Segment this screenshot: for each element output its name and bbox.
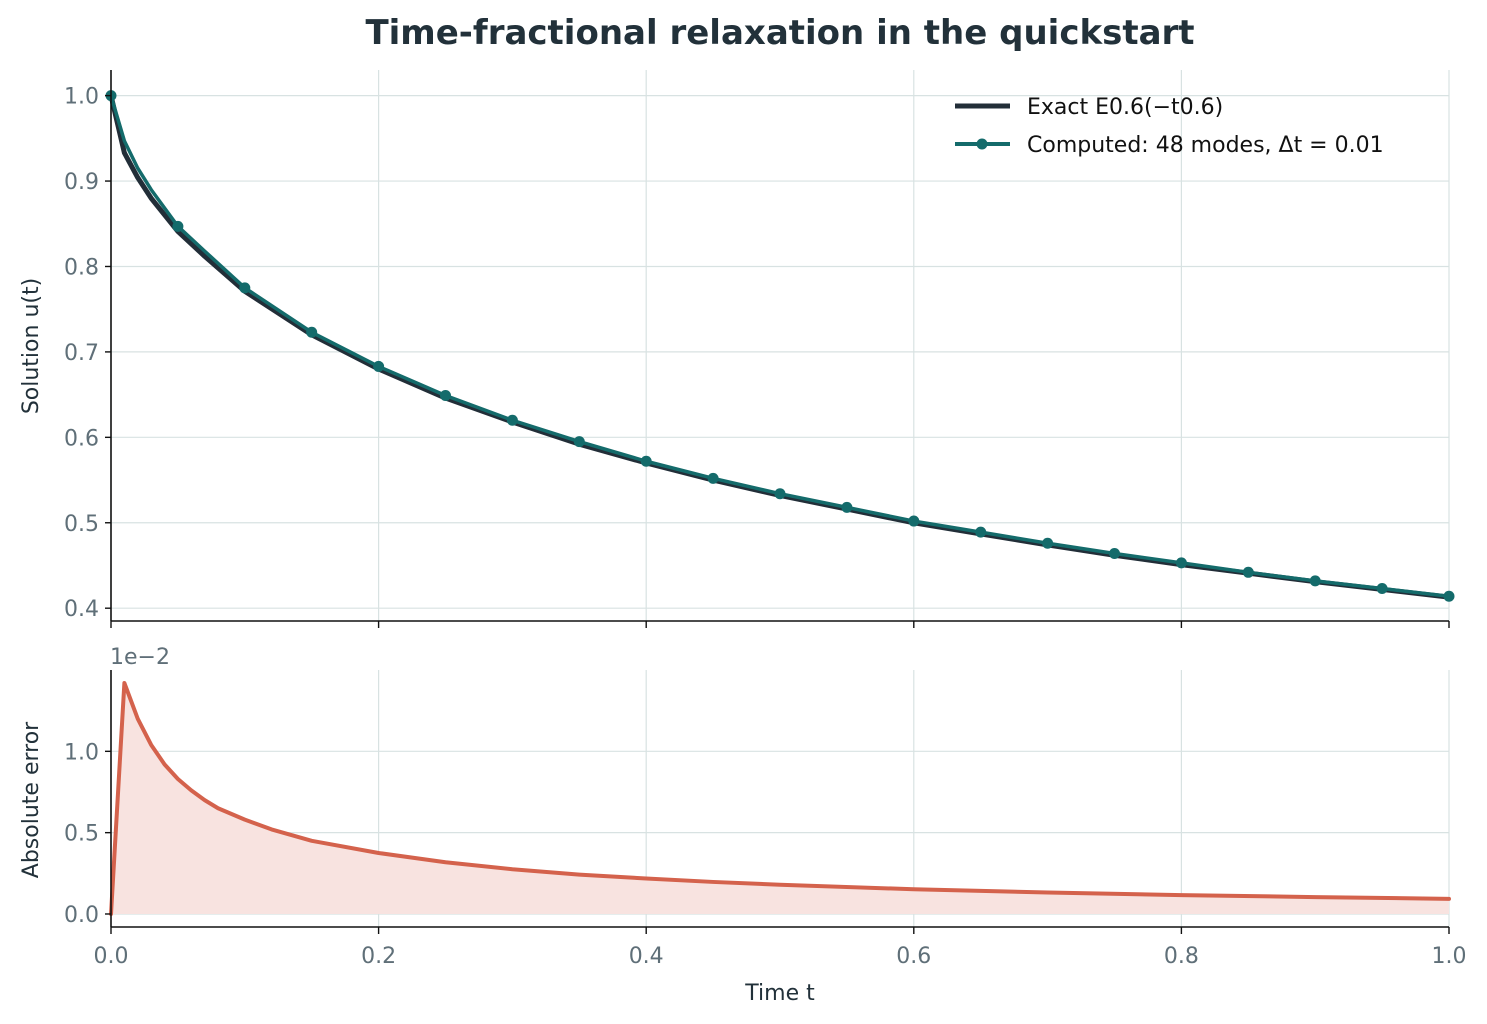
top-panel: 0.4 0.5 0.6 0.7 0.8 0.9 1.0 Solution u(t) Exac… [19, 70, 1455, 628]
x-axis-label: Time t [744, 981, 815, 1006]
computed-marker [774, 488, 786, 500]
computed-marker [640, 455, 652, 467]
computed-marker [1042, 537, 1054, 549]
legend: Exact E0.6(−t0.6) Computed: 48 modes, Δt… [955, 95, 1384, 158]
error-area-fill [111, 683, 1449, 914]
y-tick-label: 1.0 [64, 85, 99, 110]
x-tick-label: 0.6 [896, 944, 931, 969]
bottom-offset-label: 1e−2 [110, 645, 170, 670]
top-y-axis-label: Solution u(t) [19, 278, 44, 414]
legend-exact-label: Exact E0.6(−t0.6) [1027, 95, 1223, 120]
computed-marker [1309, 575, 1321, 587]
y-tick-label: 0.0 [64, 903, 99, 928]
computed-marker [373, 360, 385, 372]
computed-marker [306, 326, 318, 338]
legend-computed-label: Computed: 48 modes, Δt = 0.01 [1027, 133, 1384, 158]
computed-marker [573, 436, 585, 448]
computed-marker [1443, 590, 1455, 602]
y-tick-label: 0.4 [64, 597, 99, 622]
y-tick-label: 0.9 [64, 170, 99, 195]
x-tick-label: 1.0 [1432, 944, 1467, 969]
bottom-series [109, 681, 1451, 916]
computed-marker [1242, 566, 1254, 578]
top-grid [110, 70, 1450, 621]
computed-marker [1175, 557, 1187, 569]
top-series [105, 90, 1455, 602]
y-tick-label: 0.7 [64, 341, 99, 366]
computed-marker [172, 220, 184, 232]
y-tick-label: 0.5 [64, 512, 99, 537]
computed-marker [841, 501, 853, 513]
computed-marker [239, 282, 251, 294]
computed-marker [1109, 548, 1120, 560]
x-tick-label: 0.4 [629, 944, 664, 969]
top-axes: 0.4 0.5 0.6 0.7 0.8 0.9 1.0 [64, 70, 1450, 628]
absolute-error-line [109, 681, 1451, 916]
computed-marker [440, 389, 451, 401]
chart-title: Time-fractional relaxation in the quicks… [365, 13, 1194, 53]
y-tick-label: 0.8 [64, 255, 99, 280]
x-tick-label: 0.0 [94, 944, 129, 969]
computed-marker [975, 526, 987, 538]
computed-marker [908, 515, 920, 527]
y-tick-label: 0.5 [64, 822, 99, 847]
bottom-panel: 0.0 0.5 1.0 0.0 0.2 0.4 0.6 0.8 1.0 1e−2 Absolut… [19, 645, 1467, 1006]
computed-marker [506, 414, 518, 426]
computed-marker [1376, 583, 1388, 595]
bottom-axes: 0.0 0.5 1.0 0.0 0.2 0.4 0.6 0.8 1.0 [64, 670, 1467, 969]
x-tick-label: 0.2 [361, 944, 396, 969]
legend-computed-marker [976, 138, 988, 150]
y-tick-label: 1.0 [64, 740, 99, 765]
y-tick-label: 0.6 [64, 426, 99, 451]
computed-marker [707, 472, 719, 484]
x-tick-label: 0.8 [1164, 944, 1199, 969]
bottom-y-axis-label: Absolute error [19, 721, 44, 878]
